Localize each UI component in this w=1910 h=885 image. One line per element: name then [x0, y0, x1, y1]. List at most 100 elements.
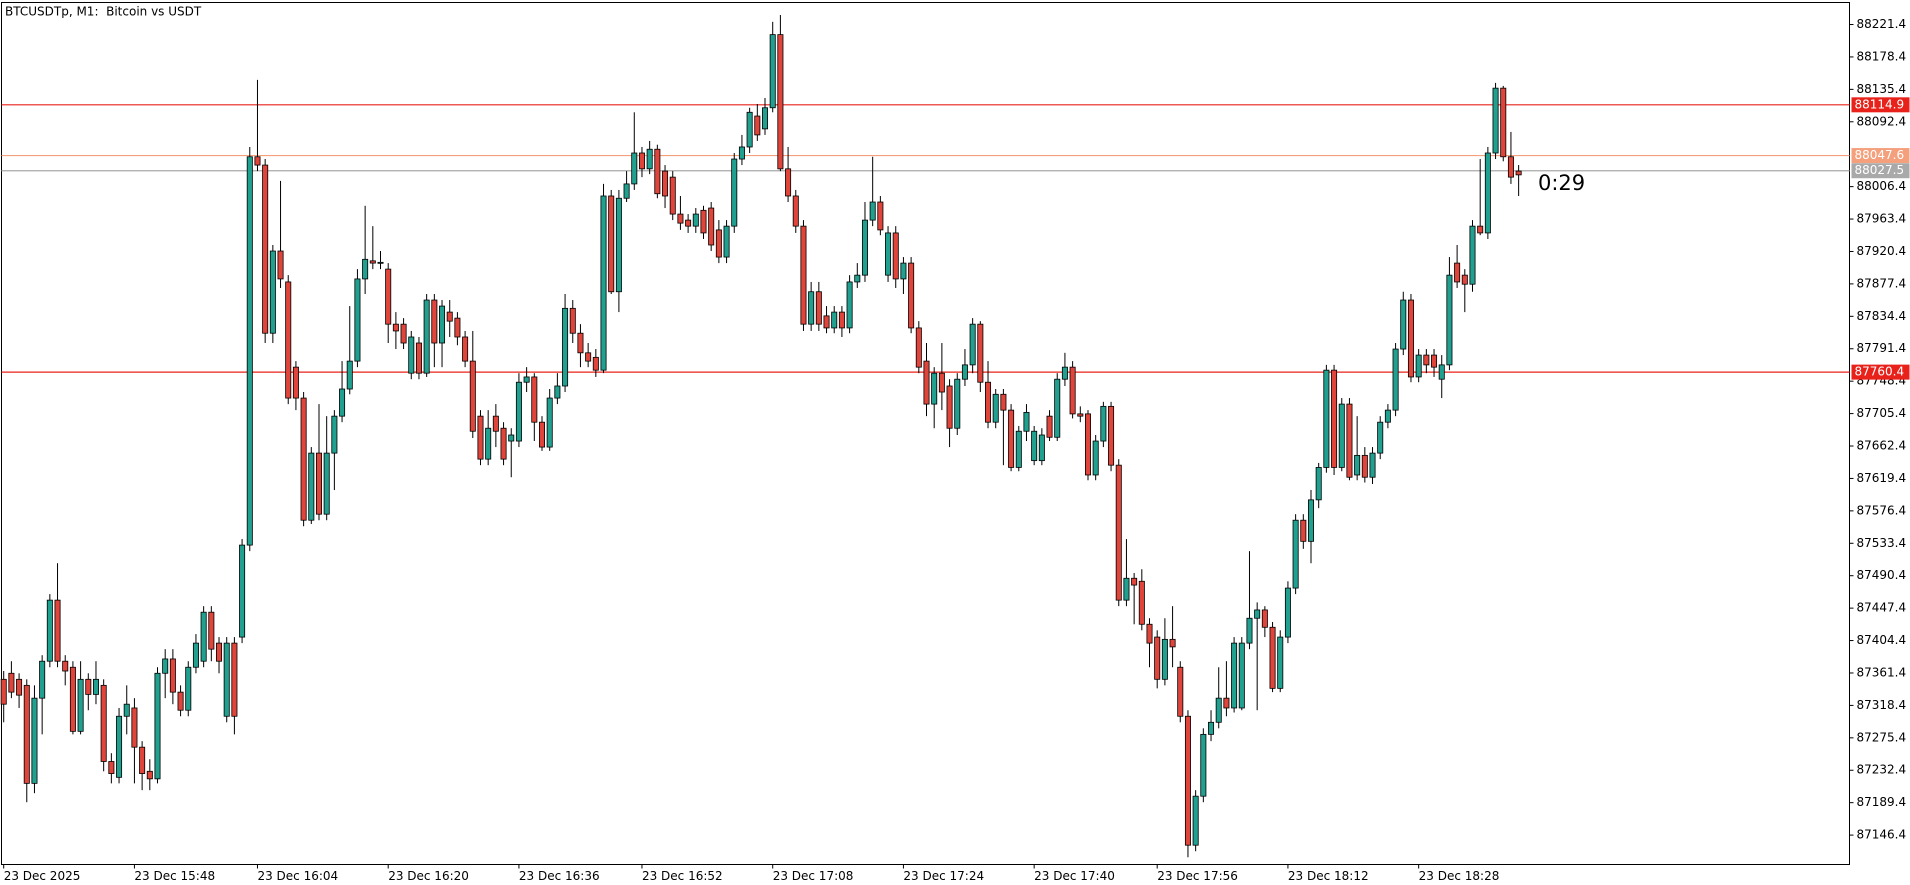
candle-body [46, 599, 53, 662]
x-tick-label: 23 Dec 17:40 [1034, 869, 1115, 883]
candle-body [1377, 421, 1384, 454]
candle-body [762, 107, 769, 130]
candle-body [1084, 413, 1091, 476]
candle-body [708, 207, 715, 246]
candle-body [339, 388, 346, 417]
candle-body [600, 195, 607, 371]
price-label-box [1851, 163, 1910, 179]
candle-body [823, 315, 830, 329]
candle-body [646, 148, 653, 170]
candle-body [1254, 609, 1261, 619]
candle-body [1484, 152, 1491, 234]
candle-body [523, 376, 530, 383]
price-line-label: 87760.4 [1855, 365, 1905, 379]
candle-body [108, 761, 115, 774]
candle-body [415, 342, 422, 374]
price-line-label: 88027.5 [1855, 163, 1905, 177]
candle-body [577, 332, 584, 354]
candle-body [1138, 580, 1145, 625]
candle-body [400, 323, 407, 344]
candle-body [1461, 274, 1468, 285]
candle-body [769, 34, 776, 109]
candle-body [792, 195, 799, 227]
candle-body [1238, 642, 1245, 709]
candle-body [1161, 638, 1168, 680]
candle-body [954, 378, 961, 429]
candle-body [362, 258, 369, 280]
candle-body [1515, 170, 1522, 176]
candle-body [1477, 225, 1484, 234]
candle-body [1500, 87, 1507, 158]
y-tick-label: 87705.4 [1857, 406, 1907, 420]
candle-body [208, 611, 215, 650]
candle-body [385, 268, 392, 325]
candle-body [269, 250, 276, 334]
price-line-label: 88114.9 [1855, 97, 1905, 111]
candle-body [1215, 697, 1222, 723]
candle-body [1169, 638, 1176, 648]
candle-body [1277, 636, 1284, 689]
candle-body [177, 691, 184, 711]
candle-body [1354, 454, 1361, 476]
candle-body [846, 281, 853, 329]
candle-body [1115, 464, 1122, 601]
candle-body [1023, 411, 1030, 432]
candle-body [1369, 452, 1376, 478]
candle-body [1046, 415, 1053, 438]
y-tick-label: 87275.4 [1857, 730, 1907, 744]
candle-body [1400, 299, 1407, 350]
candle-body [346, 360, 353, 390]
candle-body [439, 305, 446, 344]
candle-body [1031, 430, 1038, 462]
candle-body [16, 678, 23, 696]
candle-body [1415, 354, 1422, 378]
candle-body [1231, 642, 1238, 709]
candle-body [554, 385, 561, 399]
candle-body [1338, 403, 1345, 468]
candle-body [1423, 354, 1430, 366]
candle-body [892, 232, 899, 280]
candle-body [592, 356, 599, 371]
y-tick-label: 88092.4 [1857, 114, 1907, 128]
candle-body [800, 225, 807, 325]
candle-body [715, 229, 722, 258]
candle-body [861, 219, 868, 276]
y-tick-label: 88135.4 [1857, 82, 1907, 96]
candle-body [1015, 430, 1022, 468]
x-tick-label: 23 Dec 18:12 [1288, 869, 1369, 883]
candle-body [1300, 519, 1307, 542]
candle-body [392, 323, 399, 332]
candle-body [1269, 626, 1276, 689]
y-tick-label: 87963.4 [1857, 212, 1907, 226]
candle-body [877, 201, 884, 231]
candle-body [885, 232, 892, 276]
y-tick-label: 87232.4 [1857, 763, 1907, 777]
candle-body [1008, 409, 1015, 468]
y-tick-label: 87189.4 [1857, 795, 1907, 809]
candle-body [746, 111, 753, 148]
candle-body [831, 311, 838, 329]
candle-body [1154, 636, 1161, 680]
candle-body [200, 611, 207, 662]
candle-body [1092, 440, 1099, 476]
candle-body [1392, 348, 1399, 411]
candle-body [785, 168, 792, 197]
candle-body [62, 660, 69, 672]
candle-body [900, 262, 907, 280]
plot-frame [1, 2, 1850, 865]
candle-body [116, 715, 123, 778]
candle-body [1507, 156, 1514, 178]
candle-body [969, 323, 976, 366]
candle-body [700, 209, 707, 234]
candle-body [546, 397, 553, 448]
candle-body [738, 146, 745, 160]
candle-body [185, 666, 192, 711]
candle-body [423, 299, 430, 374]
y-tick-label: 88221.4 [1857, 17, 1907, 31]
candle-body [562, 307, 569, 387]
candle-body [85, 678, 92, 695]
x-tick-label: 23 Dec 16:04 [257, 869, 338, 883]
candle-body [1308, 499, 1315, 542]
candle-body [838, 311, 845, 329]
